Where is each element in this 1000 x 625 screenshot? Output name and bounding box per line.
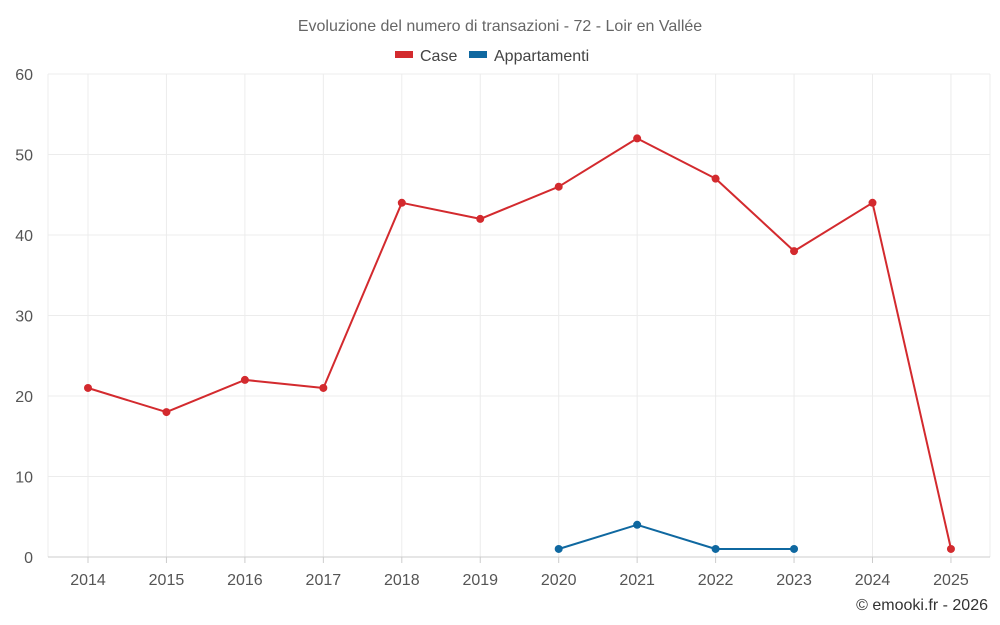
x-tick-label: 2020: [541, 572, 577, 589]
x-tick-label: 2022: [698, 572, 734, 589]
axes: 0 10 20 30 40 50 60 2014 2015 2016 2017 2018 2019 202…: [15, 67, 990, 589]
y-tick-label: 50: [15, 148, 33, 165]
grid: [47, 73, 991, 557]
legend: Case Appartamenti: [395, 48, 589, 65]
x-tick-label: 2019: [462, 572, 498, 589]
y-tick-label: 10: [15, 470, 33, 487]
series-line-case: [87, 137, 952, 550]
data-point-case-2020[interactable]: [554, 182, 563, 191]
legend-label-case: Case: [420, 48, 457, 65]
data-point-case-2023[interactable]: [790, 247, 799, 256]
series: [84, 134, 955, 553]
legend-item-appartamenti[interactable]: Appartamenti: [469, 48, 589, 65]
x-tick-label: 2016: [227, 572, 263, 589]
legend-swatch-case: [395, 51, 413, 58]
y-tick-label: 60: [15, 67, 33, 84]
legend-item-case[interactable]: Case: [395, 48, 457, 65]
x-tick-label: 2025: [933, 572, 969, 589]
y-tick-label: 0: [24, 550, 33, 567]
x-tick-label: 2018: [384, 572, 420, 589]
y-tick-label: 20: [15, 389, 33, 406]
x-tick-label: 2024: [855, 572, 891, 589]
data-point-appartamenti-2020[interactable]: [554, 544, 563, 553]
data-point-case-2019[interactable]: [476, 214, 485, 223]
legend-swatch-appartamenti: [469, 51, 487, 58]
data-point-case-2015[interactable]: [162, 408, 171, 417]
data-point-case-2017[interactable]: [319, 383, 328, 392]
credit-text: © emooki.fr - 2026: [856, 597, 988, 614]
data-point-case-2014[interactable]: [84, 383, 92, 392]
data-point-case-2025[interactable]: [946, 544, 955, 553]
series-line-appartamenti: [558, 523, 795, 550]
x-tick-label: 2017: [306, 572, 342, 589]
x-tick-label: 2023: [776, 572, 812, 589]
y-tick-label: 30: [15, 309, 33, 326]
data-point-case-2021[interactable]: [633, 134, 642, 143]
series-case: [84, 134, 955, 553]
data-point-appartamenti-2022[interactable]: [711, 544, 720, 553]
x-tick-label: 2021: [619, 572, 655, 589]
x-tick-label: 2015: [149, 572, 185, 589]
data-point-case-2022[interactable]: [711, 174, 720, 183]
data-point-case-2024[interactable]: [868, 198, 877, 207]
legend-label-appartamenti: Appartamenti: [494, 48, 589, 65]
data-point-case-2016[interactable]: [240, 375, 249, 384]
data-point-case-2018[interactable]: [397, 198, 406, 207]
x-tick-label: 2014: [70, 572, 106, 589]
y-tick-label: 40: [15, 228, 33, 245]
chart-title: Evoluzione del numero di transazioni - 7…: [298, 18, 702, 35]
data-point-appartamenti-2023[interactable]: [790, 544, 799, 553]
data-point-appartamenti-2021[interactable]: [633, 520, 642, 529]
series-appartamenti: [554, 520, 799, 553]
